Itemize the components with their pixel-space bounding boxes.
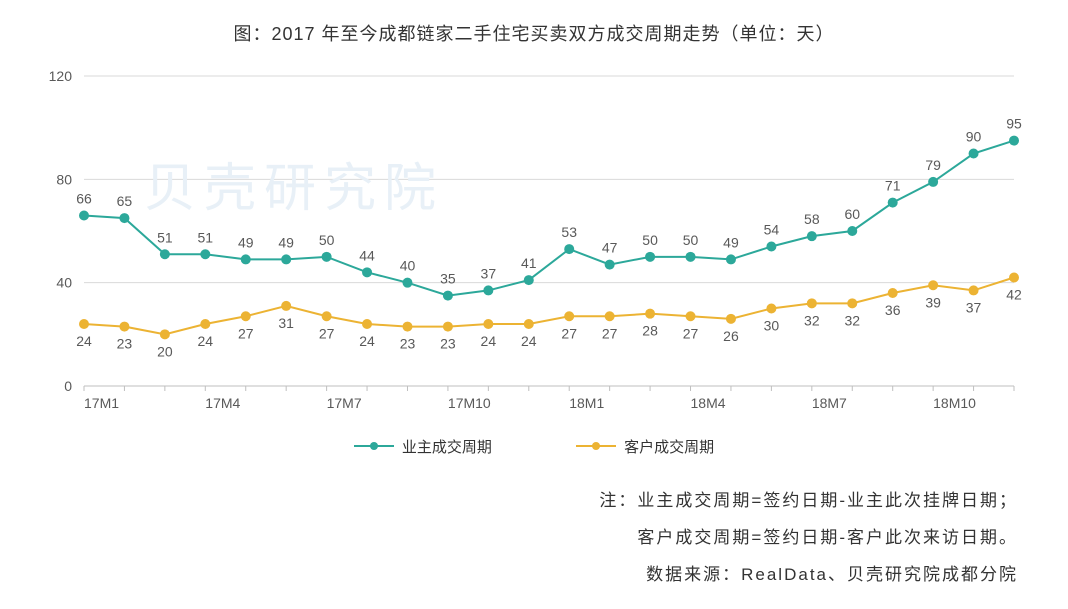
svg-text:36: 36 [885,302,901,318]
svg-text:54: 54 [764,222,780,238]
svg-text:27: 27 [602,325,618,341]
svg-text:17M4: 17M4 [205,395,240,411]
svg-text:27: 27 [561,325,577,341]
svg-text:39: 39 [925,294,941,310]
svg-text:20: 20 [157,343,173,359]
svg-text:26: 26 [723,328,739,344]
svg-text:18M7: 18M7 [812,395,847,411]
svg-text:0: 0 [64,378,72,394]
svg-text:42: 42 [1006,287,1022,303]
footnote-line3: 数据来源：RealData、贝壳研究院成都分院 [20,556,1018,593]
svg-text:65: 65 [117,193,133,209]
svg-text:24: 24 [481,333,497,349]
svg-text:49: 49 [238,234,254,250]
svg-text:24: 24 [198,333,214,349]
svg-text:32: 32 [844,312,860,328]
legend-label-owner: 业主成交周期 [402,436,492,457]
svg-text:27: 27 [238,325,254,341]
svg-text:47: 47 [602,240,618,256]
svg-text:27: 27 [683,325,699,341]
svg-text:50: 50 [319,232,335,248]
legend-marker-owner [354,445,394,447]
svg-text:32: 32 [804,312,820,328]
chart-area: 贝壳研究院 0408012017M117M417M717M1018M118M41… [34,56,1034,426]
svg-text:58: 58 [804,211,820,227]
svg-text:71: 71 [885,178,901,194]
svg-text:28: 28 [642,323,658,339]
svg-text:18M4: 18M4 [691,395,726,411]
svg-text:95: 95 [1006,116,1022,132]
svg-text:23: 23 [400,336,416,352]
svg-text:49: 49 [278,234,294,250]
svg-text:80: 80 [56,171,72,187]
svg-text:35: 35 [440,271,456,287]
footnote: 注：业主成交周期=签约日期-业主此次挂牌日期； 客户成交周期=签约日期-客户此次… [20,482,1048,594]
svg-text:17M1: 17M1 [84,395,119,411]
svg-text:49: 49 [723,234,739,250]
svg-text:24: 24 [521,333,537,349]
svg-text:24: 24 [359,333,375,349]
svg-text:50: 50 [683,232,699,248]
svg-text:120: 120 [49,68,73,84]
svg-text:37: 37 [481,265,497,281]
svg-text:40: 40 [400,258,416,274]
svg-text:79: 79 [925,157,941,173]
legend-item-owner: 业主成交周期 [354,436,492,457]
footnote-line1: 注：业主成交周期=签约日期-业主此次挂牌日期； [20,482,1018,519]
svg-text:18M1: 18M1 [569,395,604,411]
legend-marker-customer [576,445,616,447]
svg-text:37: 37 [966,299,982,315]
svg-text:27: 27 [319,325,335,341]
svg-text:40: 40 [56,275,72,291]
svg-text:51: 51 [157,229,173,245]
legend-label-customer: 客户成交周期 [624,436,714,457]
svg-text:17M10: 17M10 [448,395,491,411]
svg-text:30: 30 [764,318,780,334]
chart-title: 图：2017 年至今成都链家二手住宅买卖双方成交周期走势（单位：天） [20,20,1048,46]
svg-text:23: 23 [117,336,133,352]
svg-text:50: 50 [642,232,658,248]
svg-text:23: 23 [440,336,456,352]
svg-text:41: 41 [521,255,537,271]
svg-text:17M7: 17M7 [327,395,362,411]
svg-text:51: 51 [198,229,214,245]
legend: 业主成交周期 客户成交周期 [20,434,1048,457]
svg-text:44: 44 [359,247,375,263]
legend-item-customer: 客户成交周期 [576,436,714,457]
footnote-line2: 客户成交周期=签约日期-客户此次来访日期。 [20,519,1018,556]
svg-text:60: 60 [844,206,860,222]
svg-text:18M10: 18M10 [933,395,976,411]
svg-text:24: 24 [76,333,92,349]
svg-text:90: 90 [966,129,982,145]
svg-text:53: 53 [561,224,577,240]
svg-text:66: 66 [76,191,92,207]
chart-svg: 0 40 80 120 17M1 17M4 17M7 17M10 18M1 18M4 18M7 18M… [34,56,1034,426]
svg-text:31: 31 [278,315,294,331]
